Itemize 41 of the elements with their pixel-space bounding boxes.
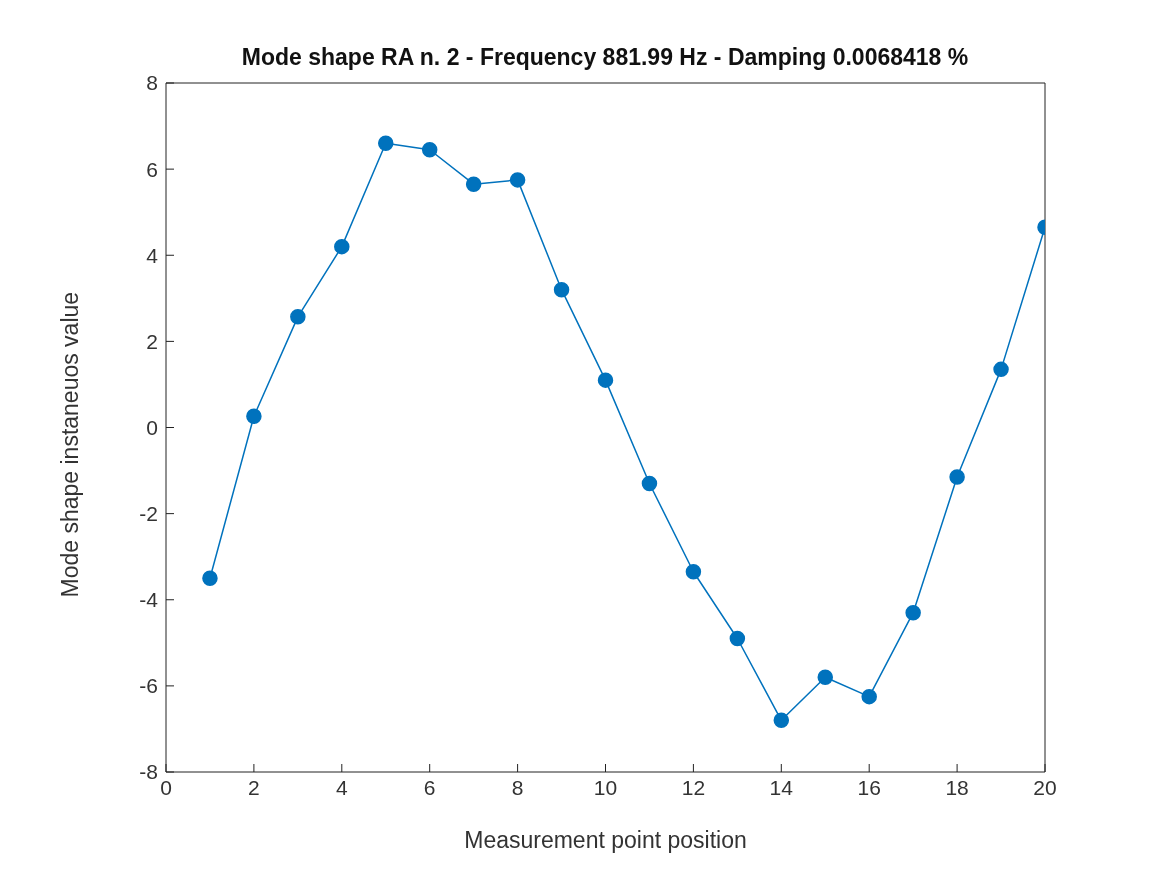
point	[729, 630, 746, 647]
point	[421, 142, 438, 158]
x-tick-label: 6	[423, 775, 436, 799]
y-tick-label: -4	[139, 588, 159, 612]
x-tick-label: 10	[593, 775, 618, 799]
point	[553, 281, 570, 298]
point	[817, 669, 833, 686]
point	[861, 688, 877, 705]
x-tick-label: 16	[857, 775, 881, 799]
y-tick-label: -2	[139, 502, 158, 526]
point	[334, 238, 350, 255]
y-axis-title: Mode shape instaneuos value	[57, 291, 84, 598]
point	[949, 469, 965, 485]
point	[685, 564, 702, 580]
chart-title: Mode shape RA n. 2 - Frequency 881.99 Hz - Damping 0.0068418 %	[240, 44, 970, 71]
point	[378, 135, 394, 152]
y-tick-label: 2	[146, 329, 158, 353]
x-tick-label: 2	[248, 775, 260, 799]
y-tick-label: 6	[146, 157, 158, 181]
x-tick-label: 12	[681, 775, 706, 799]
x-tick-label: 14	[769, 775, 794, 799]
point	[246, 408, 262, 425]
point	[509, 172, 526, 188]
point	[773, 712, 790, 729]
x-tick-label: 20	[1033, 775, 1057, 799]
x-tick-label: 8	[511, 775, 524, 799]
x-tick-label: 18	[945, 775, 969, 799]
y-tick-label: -8	[139, 760, 158, 784]
point	[905, 604, 921, 621]
x-axis-title: Measurement point position	[464, 827, 747, 853]
point	[597, 372, 614, 388]
point	[290, 309, 306, 325]
y-tick-label: 8	[146, 71, 158, 95]
point	[993, 361, 1009, 378]
y-tick-label: 0	[146, 415, 158, 439]
y-tick-label: -6	[139, 674, 158, 698]
y-tick-label: 4	[146, 243, 159, 267]
point	[641, 475, 658, 492]
point	[465, 176, 482, 192]
x-tick-label: 4	[335, 775, 348, 799]
point	[202, 570, 218, 586]
